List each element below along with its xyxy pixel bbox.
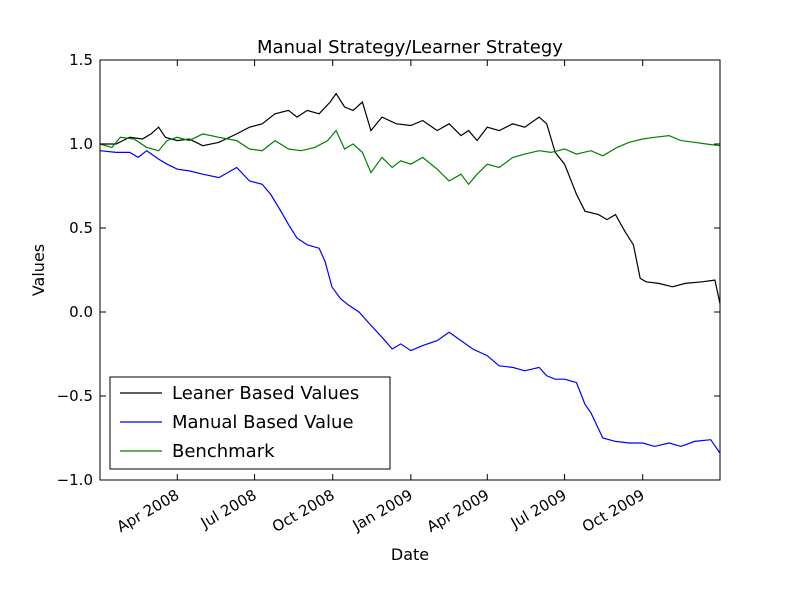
y-axis: −1.0 −0.5 0.0 0.5 1.0 1.5	[57, 51, 720, 489]
legend-label: Leaner Based Values	[172, 383, 359, 404]
series-line-1	[100, 92, 720, 304]
series-line-2	[100, 149, 720, 454]
legend-label: Benchmark	[172, 441, 275, 462]
legend-label: Manual Based Value	[172, 412, 354, 433]
y-tick-label: −0.5	[57, 387, 93, 405]
x-axis-label: Date	[391, 545, 429, 564]
chart-title: Manual Strategy/Learner Strategy	[257, 37, 563, 58]
y-tick-label: 0.0	[69, 303, 93, 321]
y-tick-label: 1.0	[69, 135, 93, 153]
legend: Leaner Based Values Manual Based Value Ben…	[109, 376, 391, 470]
series-line-3	[100, 129, 720, 186]
y-axis-label: Values	[29, 244, 48, 296]
y-tick-label: 0.5	[69, 219, 93, 237]
legend-box	[109, 376, 391, 470]
plot-area	[99, 59, 721, 481]
y-tick-label: −1.0	[57, 471, 93, 489]
y-tick-label: 1.5	[69, 51, 93, 69]
plot-frame	[99, 59, 721, 481]
